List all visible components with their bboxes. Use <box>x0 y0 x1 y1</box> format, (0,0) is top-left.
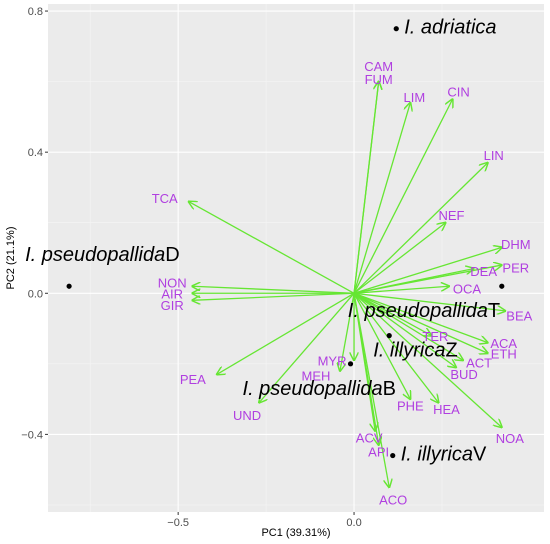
group-label: I. pseudopallidaD <box>25 245 180 267</box>
loading-arrow-dhm <box>353 247 502 294</box>
group-point <box>390 452 396 459</box>
loading-label-non: NON <box>158 276 187 291</box>
y-tick-label: 0.4 <box>28 147 43 159</box>
loading-arrow-meh <box>340 293 355 371</box>
x-tick-label: 0.0 <box>346 517 361 529</box>
loading-arrow-nef <box>353 223 445 294</box>
loading-arrow-tca <box>189 202 355 294</box>
loading-arrow-act <box>353 292 463 360</box>
group-point <box>386 333 392 339</box>
loading-arrow-aca <box>353 292 488 342</box>
loading-label-cin: CIN <box>447 85 469 100</box>
loading-arrow-pea <box>217 292 355 374</box>
loading-arrow-noa <box>353 292 502 427</box>
loading-arrow-bud <box>353 292 456 367</box>
loading-label-eth: ETH <box>491 347 517 362</box>
loading-arrow-fum <box>353 82 379 294</box>
group-label: I. adriatica <box>404 17 496 39</box>
loading-arrow-phe <box>353 292 410 399</box>
loading-label-hea: HEA <box>433 402 460 417</box>
loading-label-bud: BUD <box>450 367 477 382</box>
group-points <box>66 26 505 459</box>
loading-label-gir: GIR <box>161 298 184 313</box>
loading-label-ter: TER <box>422 329 448 344</box>
loading-label-dea: DEA <box>470 264 497 279</box>
loading-arrow-dea <box>353 269 474 294</box>
loading-arrow-oca <box>353 286 449 294</box>
plot-panel <box>48 4 544 512</box>
y-axis-title: PC2 (21.1%) <box>5 227 17 290</box>
loading-label-myr: MYR <box>318 354 347 369</box>
group-label: I. illyricaZ <box>373 340 457 362</box>
loading-label-cam: CAM <box>364 59 393 74</box>
group-point <box>393 26 399 32</box>
group-point <box>66 283 72 289</box>
loading-arrow-ter <box>353 292 431 335</box>
loading-label-lim: LIM <box>403 90 425 105</box>
grid-lines <box>48 4 544 512</box>
loading-arrow-eth <box>353 292 488 353</box>
group-label: I. pseudopallidaT <box>348 301 500 323</box>
loading-arrow-hea <box>353 292 438 402</box>
loading-label-nef: NEF <box>439 208 465 223</box>
loading-label-oca: OCA <box>453 282 482 297</box>
loading-label-dhm: DHM <box>501 237 531 252</box>
loading-label-phe: PHE <box>397 399 424 414</box>
loading-label-meh: MEH <box>302 368 331 383</box>
group-label: I. illyricaV <box>401 444 487 466</box>
loading-label-air: AIR <box>161 287 183 302</box>
group-point <box>347 361 354 367</box>
loading-arrow-cin <box>353 99 452 294</box>
group-label: I. pseudopallidaB <box>243 378 396 400</box>
y-tick-label: −0.4 <box>21 429 43 441</box>
loading-arrow-gir <box>192 292 355 300</box>
x-axis-ticks: −0.5 0.0 <box>167 512 362 529</box>
loading-label-aca: ACA <box>490 336 517 351</box>
loading-label-fum: FUM <box>365 72 393 87</box>
loading-label-aco: ACO <box>379 493 407 508</box>
group-point <box>499 283 505 289</box>
loading-label-pea: PEA <box>180 372 206 387</box>
y-axis-ticks: 0.8 0.4 0.0 −0.4 <box>21 6 48 441</box>
loading-arrow-non <box>192 286 355 294</box>
loading-arrow-lim <box>353 103 410 294</box>
x-tick-label: −0.5 <box>167 517 189 529</box>
loading-label-per: PER <box>502 260 529 275</box>
loading-arrow-lin <box>353 163 488 294</box>
loading-arrow-bea <box>353 292 505 311</box>
loading-arrow-und <box>259 292 355 402</box>
loading-label-bea: BEA <box>506 308 532 323</box>
loading-label-lin: LIN <box>484 148 504 163</box>
loading-label-api: API <box>368 444 389 459</box>
loading-label-noa: NOA <box>496 431 525 446</box>
loading-label-tca: TCA <box>152 191 178 206</box>
loading-label-und: UND <box>233 408 261 423</box>
loading-label-acv: ACV <box>356 430 383 445</box>
loading-arrow-aco <box>353 293 389 487</box>
group-labels: I. adriatica I. pseudopallidaD I. pseudopa… <box>25 17 500 466</box>
loading-arrows <box>189 82 506 488</box>
y-tick-label: 0.8 <box>28 6 43 18</box>
y-tick-label: 0.0 <box>28 288 43 300</box>
loading-label-act: ACT <box>466 356 492 371</box>
x-axis-title: PC1 (39.31%) <box>261 527 330 539</box>
